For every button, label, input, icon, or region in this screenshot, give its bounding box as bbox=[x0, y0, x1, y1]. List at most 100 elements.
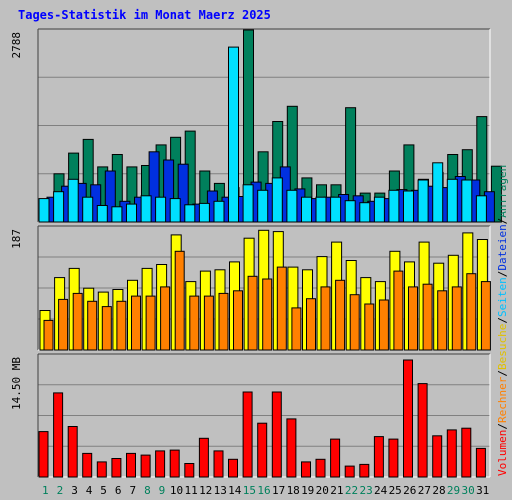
bar-volumen-day-14 bbox=[228, 458, 238, 478]
x-tick-label-21: 21 bbox=[330, 484, 343, 497]
bar-volumen-day-9 bbox=[155, 450, 166, 478]
bar-volumen-day-15 bbox=[242, 391, 253, 478]
bar-volumen-day-13 bbox=[213, 450, 224, 478]
bar-seiten-day-5 bbox=[96, 205, 108, 223]
bar-rechner-day-11 bbox=[189, 295, 200, 351]
bar-seiten-day-13 bbox=[213, 200, 225, 223]
bar-seiten-day-27 bbox=[417, 179, 429, 223]
bar-seiten-day-26 bbox=[403, 190, 414, 223]
y-max-label: 187 bbox=[10, 229, 23, 249]
bar-rechner-day-28 bbox=[437, 290, 448, 351]
legend-text: Volumen/Rechner/Besuche/Seiten/Dateien/A… bbox=[496, 165, 509, 476]
legend-separator: / bbox=[496, 370, 509, 377]
x-tick-label-31: 31 bbox=[476, 484, 489, 497]
bar-seiten-day-7 bbox=[126, 203, 137, 223]
x-tick-label-12: 12 bbox=[199, 484, 212, 497]
bar-seiten-day-12 bbox=[198, 202, 210, 223]
bar-volumen-day-20 bbox=[315, 458, 326, 478]
x-tick-label-23: 23 bbox=[359, 484, 372, 497]
bar-seiten-day-3 bbox=[67, 178, 79, 223]
bar-seiten-day-30 bbox=[461, 179, 473, 223]
bar-rechner-day-15 bbox=[247, 275, 258, 351]
bar-seiten-day-6 bbox=[111, 206, 123, 223]
legend-separator: / bbox=[496, 317, 509, 324]
bar-volumen-day-24 bbox=[373, 436, 384, 478]
bar-rechner-day-1 bbox=[43, 319, 54, 351]
x-axis-labels: 1 2 3 4 5 6 7 8 9 10 11 12 13 14 15 16 17 18 19 20 21 22 23 24 2… bbox=[42, 484, 489, 497]
legend-entry-volumen: Volumen bbox=[496, 430, 509, 476]
x-tick-label-22: 22 bbox=[345, 484, 358, 497]
bar-volumen-day-4 bbox=[82, 452, 93, 478]
bar-rechner-day-17 bbox=[276, 266, 287, 351]
bar-volumen-day-17 bbox=[271, 391, 282, 478]
chart-panel-bottom: 14.50 MB bbox=[10, 353, 491, 478]
bar-seiten-day-16 bbox=[257, 189, 269, 223]
bar-seiten-day-29 bbox=[446, 178, 458, 223]
chart-panel-top: 2788 bbox=[10, 28, 502, 223]
bar-volumen-day-28 bbox=[432, 435, 443, 478]
bar-dateien-day-5 bbox=[104, 170, 116, 223]
legend-separator: / bbox=[496, 271, 509, 278]
bar-rechner-day-10 bbox=[174, 250, 185, 351]
bar-volumen-day-26 bbox=[403, 359, 413, 478]
y-max-label: 14.50 MB bbox=[10, 357, 23, 410]
bar-rechner-day-14 bbox=[233, 290, 243, 351]
legend-entry-rechner: Rechner bbox=[496, 376, 509, 423]
bar-volumen-day-30 bbox=[461, 427, 472, 478]
bar-rechner-day-20 bbox=[320, 286, 331, 351]
legend-separator: / bbox=[496, 423, 509, 430]
bar-seiten-day-17 bbox=[271, 177, 283, 223]
chart-panel-middle: 187 bbox=[10, 225, 491, 351]
x-tick-label-3: 3 bbox=[71, 484, 78, 497]
x-tick-label-28: 28 bbox=[432, 484, 445, 497]
legend-entry-besuche: Besuche bbox=[496, 324, 509, 370]
bar-seiten-day-1 bbox=[38, 198, 50, 223]
x-tick-label-1: 1 bbox=[42, 484, 49, 497]
bar-rechner-day-8 bbox=[145, 295, 156, 351]
bar-volumen-day-2 bbox=[53, 392, 64, 478]
bar-rechner-day-5 bbox=[101, 306, 112, 351]
bar-rechner-day-25 bbox=[393, 270, 404, 351]
x-tick-label-13: 13 bbox=[214, 484, 227, 497]
bar-volumen-day-25 bbox=[388, 438, 399, 478]
bar-volumen-day-29 bbox=[446, 429, 457, 478]
bar-seiten-day-18 bbox=[286, 189, 298, 223]
bar-volumen-day-5 bbox=[96, 461, 107, 478]
x-tick-label-26: 26 bbox=[403, 484, 416, 497]
bar-seiten-day-10 bbox=[169, 198, 181, 223]
bar-volumen-day-18 bbox=[286, 418, 297, 478]
bar-seiten-day-22 bbox=[344, 200, 356, 223]
x-tick-label-16: 16 bbox=[257, 484, 270, 497]
x-tick-label-5: 5 bbox=[100, 484, 107, 497]
bar-seiten-day-14 bbox=[228, 46, 239, 223]
bar-rechner-day-30 bbox=[466, 273, 477, 351]
bar-volumen-day-10 bbox=[169, 449, 180, 478]
x-tick-label-2: 2 bbox=[57, 484, 64, 497]
bar-seiten-day-31 bbox=[475, 195, 487, 223]
bar-volumen-day-16 bbox=[257, 422, 268, 478]
bar-rechner-day-7 bbox=[131, 295, 141, 351]
x-tick-label-15: 15 bbox=[243, 484, 256, 497]
bar-rechner-day-22 bbox=[349, 294, 360, 351]
right-legend: Volumen/Rechner/Besuche/Seiten/Dateien/A… bbox=[496, 165, 509, 476]
bar-volumen-day-23 bbox=[359, 463, 370, 478]
x-tick-label-4: 4 bbox=[86, 484, 93, 497]
bar-seiten-day-25 bbox=[388, 189, 400, 223]
x-tick-label-30: 30 bbox=[461, 484, 474, 497]
legend-entry-seiten: Seiten bbox=[496, 277, 509, 317]
bar-seiten-day-9 bbox=[155, 196, 167, 223]
x-tick-label-10: 10 bbox=[170, 484, 183, 497]
bar-rechner-day-4 bbox=[87, 300, 98, 351]
bar-seiten-day-28 bbox=[432, 162, 444, 223]
panels: 2788 187 14.50 MB bbox=[10, 28, 502, 478]
bar-rechner-day-2 bbox=[58, 298, 69, 351]
legend-separator: / bbox=[496, 218, 509, 225]
bar-seiten-day-23 bbox=[359, 202, 371, 223]
bar-seiten-day-24 bbox=[373, 196, 385, 223]
bar-rechner-day-6 bbox=[116, 300, 127, 351]
bar-seiten-day-4 bbox=[82, 196, 94, 223]
bar-seiten-day-8 bbox=[140, 195, 152, 223]
bar-seiten-day-2 bbox=[53, 191, 65, 223]
x-tick-label-24: 24 bbox=[374, 484, 388, 497]
